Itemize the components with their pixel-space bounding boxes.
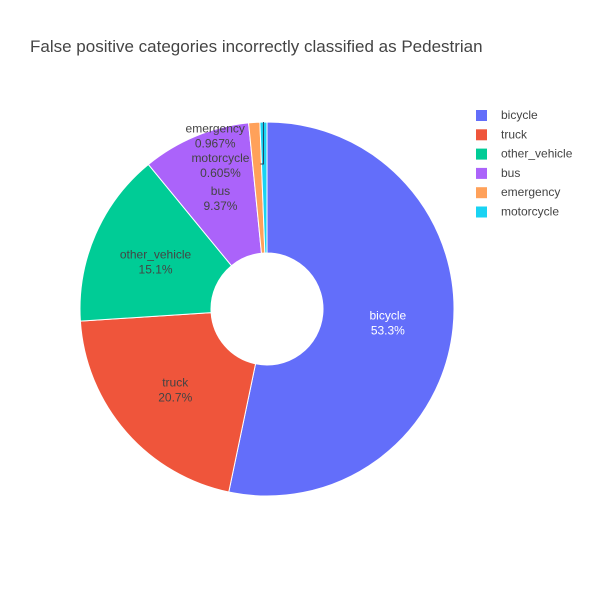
legend-swatch-truck[interactable] <box>476 129 487 141</box>
pie-slice-truck <box>79 312 257 493</box>
legend-label-bus[interactable]: bus <box>501 166 520 180</box>
legend-label-other_vehicle[interactable]: other_vehicle <box>501 147 573 161</box>
legend-label-emergency[interactable]: emergency <box>501 185 560 199</box>
legend-swatch-bicycle[interactable] <box>476 110 487 121</box>
chart-title: False positive categories incorrectly cl… <box>30 37 483 56</box>
slice-label-bus: bus 9.37% <box>203 184 237 213</box>
legend-swatch-other_vehicle[interactable] <box>476 148 487 160</box>
slices-group <box>79 121 455 497</box>
slice-labels-group: bicycle 53.3% truck 20.7% other_vehicle 15.1%… <box>120 121 407 404</box>
pie-slice-motorcycle <box>259 121 268 254</box>
slice-label-bicycle: bicycle 53.3% <box>370 308 407 337</box>
legend-swatch-bus[interactable] <box>476 167 487 179</box>
legend-label-truck[interactable]: truck <box>501 127 528 141</box>
pie-slice-bicycle <box>228 121 455 497</box>
legend-label-bicycle[interactable]: bicycle <box>501 108 538 122</box>
legend-swatch-emergency[interactable] <box>476 187 487 199</box>
legend-swatch-motorcycle[interactable] <box>476 206 487 218</box>
leader-line-motorcycle <box>260 122 264 165</box>
slice-label-truck: truck 20.7% <box>158 376 192 405</box>
legend-label-motorcycle[interactable]: motorcycle <box>501 205 559 219</box>
slice-label-other_vehicle: other_vehicle 15.1% <box>120 248 192 277</box>
pie-slice-other_vehicle <box>79 163 233 322</box>
slice-label-emergency: emergency 0.967% <box>186 121 245 150</box>
slice-label-motorcycle: motorcycle 0.605% <box>191 151 249 180</box>
